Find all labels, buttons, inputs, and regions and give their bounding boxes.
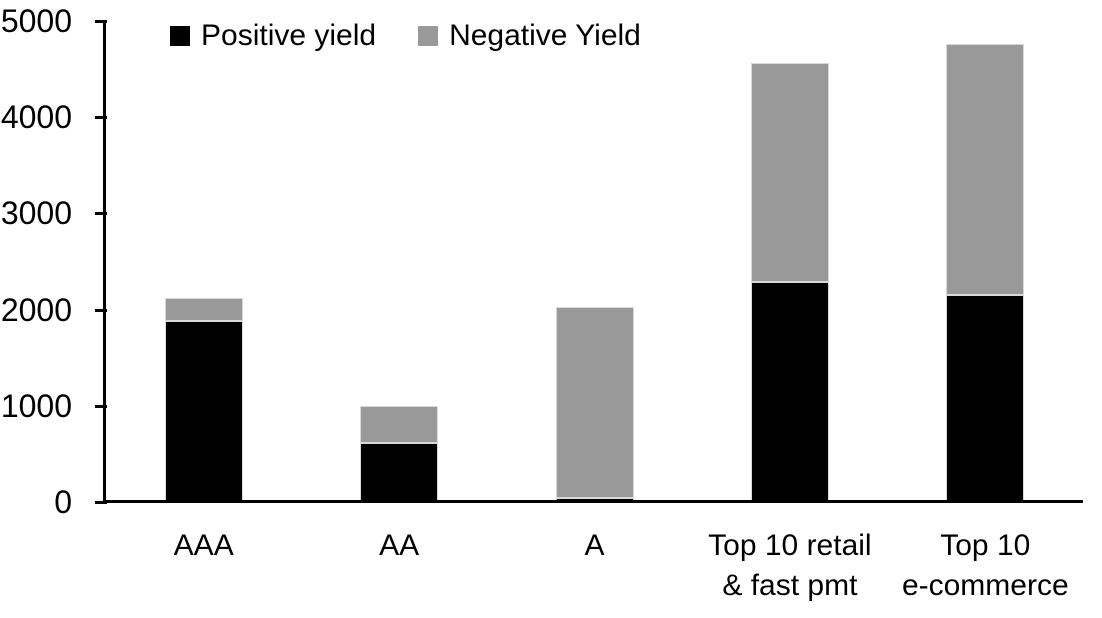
y-axis-tick: [95, 404, 107, 408]
y-axis-tick-label: 3000: [0, 195, 72, 232]
bar-segment-negative: [164, 298, 243, 322]
y-axis-tick: [95, 212, 107, 216]
y-axis-tick-label: 0: [54, 484, 72, 520]
y-axis-tick-label: 5000: [0, 3, 72, 39]
x-axis-category-label: AAA: [173, 529, 234, 562]
y-axis-tick: [95, 20, 107, 23]
bar-segment-negative: [750, 63, 829, 282]
y-axis-line: [103, 21, 106, 503]
x-axis-category-label: Top 10 e-commerce: [901, 529, 1069, 602]
bar-segment-negative: [946, 44, 1025, 296]
legend-item-negative-yield: Negative Yield: [418, 20, 641, 52]
chart-legend: Positive yield Negative Yield: [170, 20, 641, 52]
x-axis-category-label: Top 10 retail & fast pmt: [708, 529, 872, 602]
legend-label-positive-yield: Positive yield: [201, 19, 377, 52]
x-axis-line: [103, 500, 1083, 503]
legend-label-negative-yield: Negative Yield: [449, 19, 641, 52]
bar-segment-negative: [360, 405, 439, 444]
y-axis-tick-label: 4000: [0, 99, 72, 136]
y-axis-tick: [95, 501, 107, 504]
x-axis-category-label: A: [584, 529, 605, 562]
y-axis-tick: [95, 116, 107, 120]
bar-segment-positive: [164, 321, 243, 502]
x-axis-category-label: AA: [379, 529, 420, 562]
legend-swatch-negative-icon: [418, 26, 439, 46]
y-axis-tick: [95, 308, 107, 312]
bar-segment-positive: [946, 295, 1025, 502]
bar-segment-negative: [555, 306, 634, 499]
legend-item-positive-yield: Positive yield: [170, 20, 376, 52]
y-axis-tick-label: 2000: [0, 291, 72, 328]
legend-swatch-positive-icon: [170, 26, 190, 46]
y-axis-tick-label: 1000: [0, 387, 72, 424]
bar-segment-positive: [360, 443, 439, 502]
bar-segment-positive: [750, 281, 829, 502]
